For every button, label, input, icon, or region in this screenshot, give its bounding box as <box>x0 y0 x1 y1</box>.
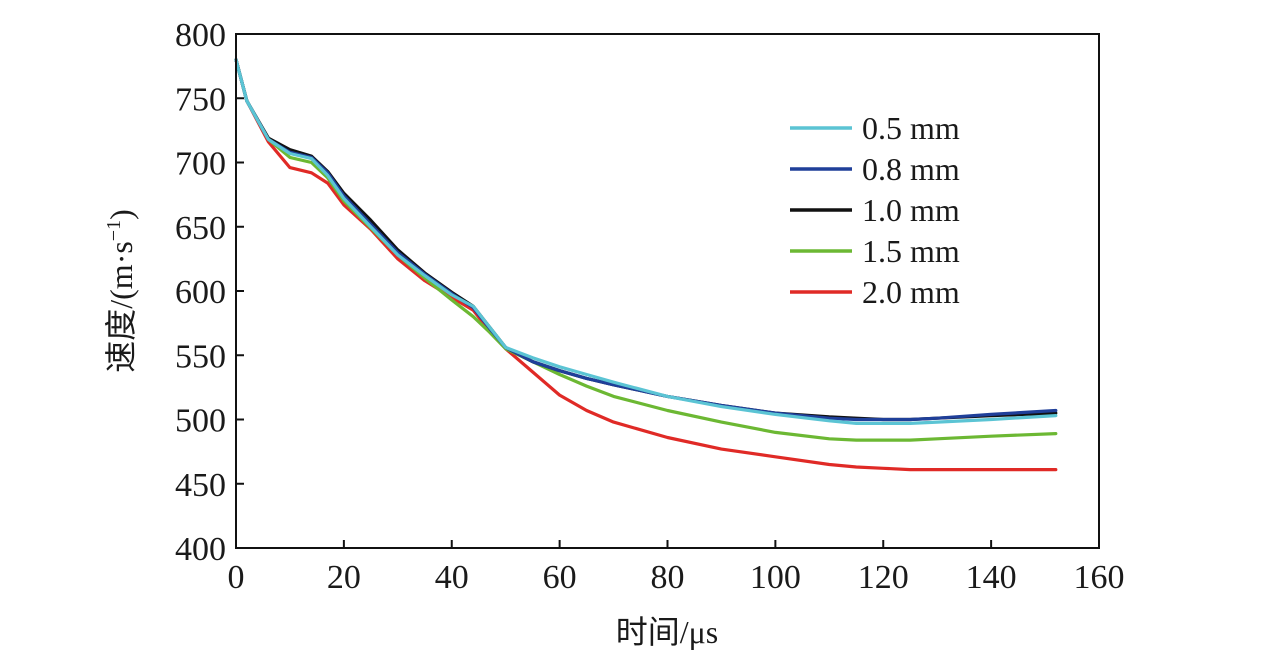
series-line-0-5-mm <box>234 58 1058 425</box>
legend-label: 0.8 mm <box>862 151 960 187</box>
x-tick-label: 120 <box>858 559 909 596</box>
x-tick-label: 60 <box>543 559 577 596</box>
tick-layer: 0 20 40 60 80 100 120 140 160 400 450 500 550 600 650 7… <box>175 17 1125 596</box>
x-tick-label: 160 <box>1074 559 1125 596</box>
x-tick-label: 40 <box>435 559 469 596</box>
y-tick-label: 500 <box>175 403 226 440</box>
x-tick-label: 80 <box>651 559 685 596</box>
y-axis-title-main: 速度/(m·s <box>103 241 139 373</box>
y-tick-label: 450 <box>175 467 226 504</box>
x-axis-title: 时间/μs <box>616 614 719 650</box>
y-tick-label: 400 <box>175 531 226 568</box>
y-axis-title: 速度/(m·s−1) <box>103 209 139 373</box>
series-line-2-0-mm <box>234 58 1058 472</box>
x-tick-label: 20 <box>327 559 361 596</box>
legend: 0.5 mm 0.8 mm 1.0 mm 1.5 mm 2.0 mm <box>790 110 960 310</box>
legend-label: 0.5 mm <box>862 110 960 146</box>
y-tick-label: 550 <box>175 338 226 375</box>
y-tick-label: 600 <box>175 274 226 311</box>
legend-label: 2.0 mm <box>862 274 960 310</box>
plot-frame <box>235 33 1100 549</box>
x-tick-label: 100 <box>750 559 801 596</box>
y-tick-label: 750 <box>175 81 226 118</box>
y-tick-label: 650 <box>175 210 226 247</box>
y-tick-label: 800 <box>175 17 226 54</box>
series-layer <box>234 58 1058 472</box>
x-tick-label: 140 <box>966 559 1017 596</box>
x-tick-label: 0 <box>228 559 245 596</box>
y-axis-title-superscript: −1 <box>103 220 125 241</box>
legend-label: 1.5 mm <box>862 233 960 269</box>
y-tick-label: 700 <box>175 146 226 183</box>
legend-label: 1.0 mm <box>862 192 960 228</box>
y-axis-title-close: ) <box>103 209 139 220</box>
